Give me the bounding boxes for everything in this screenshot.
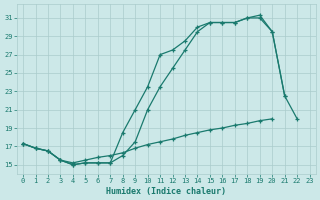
X-axis label: Humidex (Indice chaleur): Humidex (Indice chaleur) xyxy=(106,187,226,196)
